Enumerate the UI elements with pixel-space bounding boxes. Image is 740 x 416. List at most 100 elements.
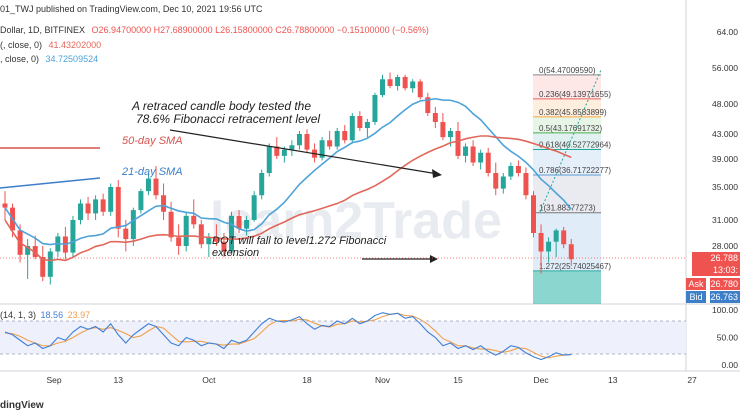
candle-body [266,146,272,173]
stoch-params: (14, 1, 3) [0,310,37,320]
last-price-badge: 26.788 [692,252,740,264]
fib-zone [533,116,601,133]
candle-body [138,191,144,211]
candle-body [123,228,129,240]
candle-body [508,166,514,177]
candle-body [349,116,355,141]
candle-body [236,215,242,229]
dot-target-annotation[interactable]: DOT will fall to level1.272 Fibonacci ex… [212,235,386,259]
time-tick-label: 15 [453,375,463,385]
price-tick-label: 64.00 [717,27,739,37]
time-tick-label: 18 [302,375,312,385]
ma2-value: 34.72509524 [45,54,99,64]
candle-body [372,95,378,122]
price-tick-label: 39.000 [712,154,738,164]
retracement-annotation-line1: A retraced candle body tested the [132,99,312,113]
stoch-d-value: 23.97 [67,310,91,320]
candle-body [470,146,476,163]
candle-body [380,79,385,95]
fib-level-label: 0.382(45.8583899) [539,108,607,117]
stoch-legend[interactable]: (14, 1, 3) 18.56 23.97 [0,310,90,320]
time-tick-label: 13 [114,375,124,385]
candle-body [531,195,536,233]
candle-body [100,199,106,212]
candle-body [2,203,8,208]
symbol-name[interactable]: Dollar, 1D, BITFINEX [0,25,86,35]
sma21-pointer-line [0,177,101,189]
candle-body [259,173,265,196]
candle-body [281,149,287,156]
ma2-legend[interactable]: , close, 0) 34.72509524 [0,54,98,64]
candle-body [40,257,46,277]
price-tick-label: 48.000 [712,99,738,109]
annotation-arrows [0,129,686,263]
candle-body [213,237,219,242]
candle-body [523,173,529,196]
fib-level-label: 0(54.47009590) [539,66,596,75]
time-tick-label: Nov [375,375,391,385]
fib-level-label: 0.618(40.52772964) [539,140,611,149]
retrace-arrowhead [432,169,442,178]
candle-body [289,145,295,150]
fib-trendline [539,69,602,213]
candle-body [327,140,333,147]
fib-zone [533,74,601,99]
tradingview-logo[interactable]: dingView [0,400,44,411]
ohlc-values: O26.94700000 H27.68900000 L26.15800000 C… [91,25,429,35]
retracement-annotation-line2: 78.6% Fibonacci retracement level [136,112,321,126]
candle-body [553,230,559,242]
candle-body [93,199,99,214]
candle-body [357,116,363,128]
candle-body [274,146,280,156]
retrace-arrow-line [169,129,439,175]
candle-body [191,215,197,225]
fib-level-label: 0.236(49.13971655) [539,90,611,99]
price-tick-label: 56.000 [712,63,738,73]
time-tick-label: 13 [608,375,618,385]
stoch-k-value: 18.56 [40,310,64,320]
ma2-label: , close, 0) [0,54,40,64]
watermark-text: learn2Trade [210,192,502,250]
candle-body [432,113,438,122]
time-tick-label: Oct [202,375,216,385]
ma1-label: (, close, 0) [0,40,43,50]
ask-label: Ask [686,278,706,290]
fib-level-label: 0.786(36.71722277) [539,166,611,175]
time-tick-label: 27 [687,375,697,385]
fib-level-label: 1(31.88377273) [539,204,596,213]
candle-body [493,173,499,189]
stoch-band [0,321,686,354]
candle-body [447,131,453,138]
candle-body [296,134,302,146]
fibonacci-retracement[interactable]: 0(54.47009590) 0.236(49.13971655) 0.382(45… [533,66,611,304]
fib-zone [533,149,601,175]
watermark: learn2Trade [210,192,502,250]
candle-body [78,203,83,220]
fib-extension-zone [533,270,601,304]
price-tick-label: 31.000 [712,215,738,225]
candle-body [455,131,461,156]
retracement-annotation[interactable]: A retraced candle body tested the 78.6% … [132,100,320,126]
fib-zone [533,98,601,117]
moving-averages [4,97,572,262]
sma50-label[interactable]: 50-day SMA [122,135,183,147]
candle-body [334,131,340,147]
candle-body [229,215,234,252]
candle-body [85,203,91,214]
candle-body [478,152,484,163]
ma1-legend[interactable]: (, close, 0) 41.43202000 [0,40,101,50]
stochastic-pane [0,312,686,361]
fib-level-label: 1.272(25.74025467) [539,262,611,271]
sma50-line [4,135,572,262]
candle-body [130,210,136,240]
price-tick-label: 43.000 [712,129,738,139]
symbol-legend: Dollar, 1D, BITFINEX O26.94700000 H27.68… [0,25,429,35]
axes: 64.00 56.000 48.000 43.000 39.000 35.000 31.00… [47,27,739,385]
sma21-label[interactable]: 21-day SMA [122,166,183,178]
candle-body [485,152,491,173]
ask-value: 26.780 [710,278,740,290]
candle-body [47,251,53,277]
candle-body [244,220,250,229]
